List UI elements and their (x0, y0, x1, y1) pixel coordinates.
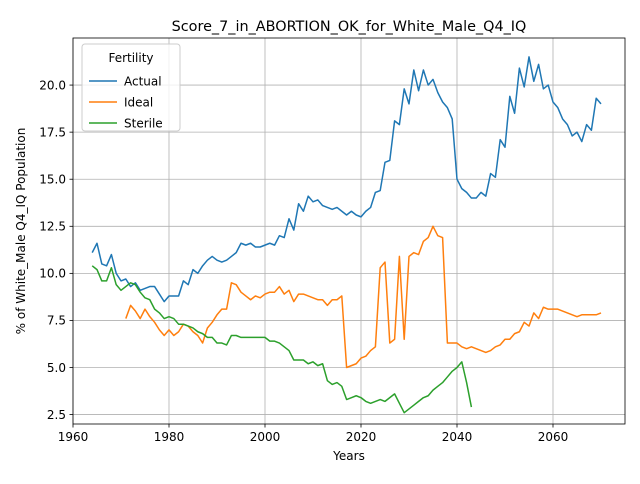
x-tick-label: 2020 (346, 430, 377, 444)
series-line-sterile (91, 265, 473, 414)
x-axis-label: Years (332, 449, 365, 463)
y-tick-label: 5.0 (47, 361, 66, 375)
series-lines (91, 56, 602, 414)
y-tick-label: 20.0 (39, 78, 66, 92)
y-axis-ticks: 2.5 5.0 7.5 10.0 12.5 15.0 17.5 20.0 (39, 78, 73, 422)
chart-title: Score_7_in_ABORTION_OK_for_White_Male_Q4… (172, 19, 527, 35)
legend-title: Fertility (108, 51, 153, 65)
legend: Fertility Actual Ideal Sterile (81, 43, 181, 132)
y-axis-label: % of White_Male Q4_IQ Population (14, 128, 28, 335)
legend-label-sterile: Sterile (124, 116, 163, 130)
x-tick-label: 2040 (442, 430, 473, 444)
y-tick-label: 17.5 (39, 125, 66, 139)
x-tick-label: 1980 (154, 430, 185, 444)
x-tick-label: 2060 (538, 430, 569, 444)
y-tick-label: 10.0 (39, 267, 66, 281)
x-axis-ticks: 1960 1980 2000 2020 2040 2060 (58, 424, 569, 444)
x-tick-label: 2000 (250, 430, 281, 444)
plot-frame (72, 37, 626, 425)
y-tick-label: 12.5 (39, 220, 66, 234)
y-tick-label: 7.5 (47, 314, 66, 328)
x-tick-label: 1960 (58, 430, 89, 444)
legend-label-actual: Actual (124, 74, 162, 88)
grid-lines (72, 38, 625, 424)
y-tick-label: 2.5 (47, 408, 66, 422)
legend-box (81, 43, 181, 132)
legend-label-ideal: Ideal (124, 95, 153, 109)
series-line-actual (91, 56, 602, 303)
y-tick-label: 15.0 (39, 173, 66, 187)
